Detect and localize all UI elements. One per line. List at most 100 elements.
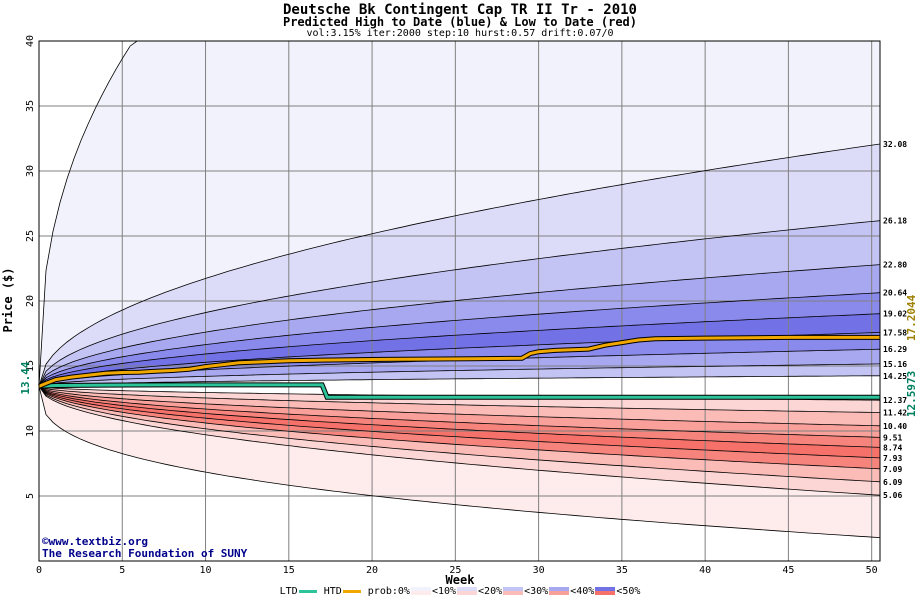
red-band-5: [39, 386, 880, 469]
chart-subtitle: Predicted High to Date (blue) & Low to D…: [282, 15, 637, 29]
legend-bin-3: <40%: [570, 586, 595, 597]
high-band-label-3: 20.64: [883, 289, 907, 298]
x-tick-10: 10: [200, 565, 212, 576]
blue-band-2: [39, 220, 880, 387]
legend-bin-0-swatch: [410, 587, 431, 595]
series-lines: [38, 334, 880, 400]
x-tick-20: 20: [366, 565, 378, 576]
x-tick-40: 40: [699, 565, 711, 576]
y-tick-40: 40: [25, 35, 36, 47]
legend-ltd-label: LTD: [279, 586, 298, 597]
high-contour-1: [38, 143, 881, 387]
low-contour-1: [38, 385, 881, 413]
blue-band-1: [39, 144, 880, 387]
low-contour-8: [38, 386, 881, 496]
htd-line: [38, 335, 880, 388]
y-tick-25: 25: [25, 230, 36, 242]
blue-band-7: [39, 349, 880, 387]
high-contour-5: [38, 313, 881, 387]
ltd-line: [38, 383, 880, 399]
high-band-label-1: 26.18: [883, 217, 907, 226]
red-band-8: [39, 386, 880, 538]
red-band-2: [39, 386, 880, 438]
high-contour-4: [38, 292, 881, 387]
low-contour-2: [38, 385, 881, 427]
probability-bands: [39, 41, 880, 538]
start-price-label: 13.44: [19, 361, 32, 394]
x-axis-label: Week: [446, 573, 476, 587]
red-band-3: [39, 386, 880, 448]
legend-bin-2: <30%: [524, 586, 549, 597]
legend-prob-label: prob:0%: [367, 586, 410, 597]
middle-band: [39, 375, 880, 401]
low-band-label-1: 11.42: [883, 409, 907, 418]
y-tick-30: 30: [25, 165, 36, 177]
low-contour-4: [38, 385, 881, 448]
low-band-label-0: 12.37: [883, 396, 907, 405]
legend-bin-0: <10%: [431, 586, 457, 597]
high-band-label-8: 14.25: [883, 372, 907, 381]
low-band-label-4: 8.74: [883, 443, 902, 452]
low-band-label-5: 7.93: [883, 454, 902, 463]
red-band-7: [39, 386, 880, 496]
high-band-label-7: 15.16: [883, 360, 907, 369]
y-axis-label: Price ($): [1, 267, 15, 332]
low-band-label-7: 6.09: [883, 478, 902, 487]
legend-htd-swatch: [342, 589, 361, 593]
axis-labels: 0 5 10 15 20 25 30 35 40 45 50 5 10 15 20 25 30 35 40 32.08…: [25, 35, 907, 576]
current-ltd-label: 12.5973: [905, 371, 918, 417]
legend-bin-1-swatch: [457, 587, 478, 595]
x-tick-25: 25: [449, 565, 461, 576]
x-tick-5: 5: [119, 565, 125, 576]
y-tick-20: 20: [25, 295, 36, 307]
x-tick-45: 45: [782, 565, 794, 576]
high-contour-2: [38, 220, 881, 387]
red-band-1: [39, 386, 880, 426]
high-contour-9: [38, 375, 880, 387]
legend-bin-4-swatch: [595, 587, 616, 595]
watermark-url: ©www.textbiz.org: [42, 535, 148, 548]
x-tick-35: 35: [616, 565, 628, 576]
legend-bin-4: <50%: [616, 586, 641, 597]
y-tick-35: 35: [25, 100, 36, 112]
high-band-label-0: 32.08: [883, 140, 907, 149]
legend-bin-3-swatch: [549, 587, 570, 595]
high-contour-3: [38, 264, 881, 387]
low-contour-3: [38, 385, 881, 438]
high-contour-8: [38, 363, 881, 387]
high-band-label-2: 22.80: [883, 261, 907, 270]
blue-band-0: [39, 41, 880, 387]
low-band-label-3: 9.51: [883, 433, 902, 442]
y-tick-5: 5: [25, 493, 36, 499]
blue-band-5: [39, 313, 880, 387]
blue-band-4: [39, 292, 880, 387]
axes: [38, 40, 881, 562]
high-band-label-6: 16.29: [883, 345, 907, 354]
x-tick-0: 0: [36, 565, 42, 576]
x-tick-15: 15: [283, 565, 295, 576]
x-tick-30: 30: [533, 565, 545, 576]
legend-bin-1: <20%: [478, 586, 503, 597]
legend: LTD HTD prob:0% <10% <20% <30% <40% <50%: [0, 586, 920, 597]
x-tick-50: 50: [866, 565, 878, 576]
low-band-label-8: 5.06: [883, 491, 902, 500]
legend-ltd-swatch: [298, 589, 317, 593]
low-band-label-6: 7.09: [883, 465, 902, 474]
current-htd-label: 17.2044: [905, 294, 918, 341]
red-band-4: [39, 386, 880, 458]
chart-params: vol:3.15% iter:2000 step:10 hurst:0.57 d…: [306, 28, 614, 39]
high-band-label-4: 19.02: [883, 310, 907, 319]
low-contour-5: [38, 386, 881, 459]
y-tick-15: 15: [25, 360, 36, 372]
y-tick-10: 10: [25, 425, 36, 437]
legend-bin-2-swatch: [503, 587, 524, 595]
legend-htd-label: HTD: [323, 586, 342, 597]
low-contour-7: [38, 386, 881, 483]
plot-frame: [38, 40, 881, 562]
low-contour-6: [38, 386, 881, 470]
chart-title: Deutsche Bk Contingent Cap TR II Tr - 20…: [282, 2, 637, 18]
blue-band-3: [39, 264, 880, 387]
watermark-org: The Research Foundation of SUNY: [42, 547, 248, 560]
low-contour-9: [38, 386, 881, 538]
